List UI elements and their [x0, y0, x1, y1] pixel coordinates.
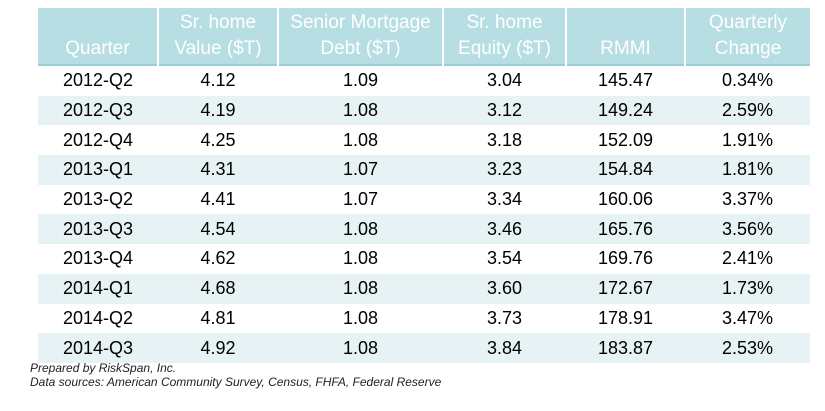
table-cell: 4.54 — [158, 214, 278, 245]
table-cell: 3.56% — [685, 214, 810, 245]
table-cell: 2013-Q2 — [62, 189, 134, 210]
table-row: 2012-Q4 4.25 1.08 3.18 152.09 1.91% — [38, 125, 810, 155]
footnote: Prepared by RiskSpan, Inc. — [30, 361, 177, 375]
table-cell: 3.12 — [443, 95, 566, 126]
table-cell: 2014-Q1 — [38, 273, 158, 304]
table-cell: 2.59% — [685, 95, 810, 126]
table-cell: 4.31 — [158, 155, 278, 185]
table-cell: 1.08 — [278, 214, 443, 245]
footnotes: Prepared by RiskSpan, Inc. Data sources: … — [30, 361, 441, 389]
table-row: 2013-Q3 4.54 1.08 3.46 165.76 3.56% — [38, 214, 810, 245]
table-row: 2014-Q2 4.81 1.08 3.73 178.91 3.47% — [38, 304, 810, 334]
table-cell: 1.07 — [278, 155, 443, 185]
table-cell: 0.34% — [685, 64, 810, 96]
table-cell: 4.68 — [158, 273, 278, 304]
table-cell: 2.53% — [685, 333, 810, 363]
table-cell: 2013-Q3 — [38, 214, 158, 245]
table-cell: 1.08 — [278, 273, 443, 304]
table-cell: 145.47 — [566, 64, 685, 96]
table-cell: 2012-Q2 — [38, 64, 158, 96]
table-cell: 2013-Q1 — [38, 155, 158, 185]
table-cell: 1.08 — [278, 95, 443, 126]
table-cell: 1.91% — [721, 129, 774, 150]
header-cell: Senior Mortgage Debt ($T) — [277, 8, 443, 65]
table-cell: 2013-Q4 — [62, 248, 134, 269]
table-row: 2013-Q4 4.62 1.08 3.54 169.76 2.41% — [38, 244, 810, 274]
table-cell: 1.09 — [278, 64, 443, 96]
table-cell: 4.19 — [158, 95, 278, 126]
table-cell: 1.81% — [685, 155, 810, 185]
table-cell: 3.37% — [721, 189, 774, 210]
table-cell: 3.60 — [443, 273, 566, 304]
table-cell: 2014-Q2 — [62, 307, 134, 328]
table-cell: 3.04 — [443, 64, 566, 96]
table-cell: 4.62 — [200, 248, 236, 269]
table-cell: 2.41% — [721, 248, 774, 269]
table-cell: 3.18 — [486, 129, 523, 150]
table-cell: 4.12 — [158, 64, 278, 96]
table-cell: 3.47% — [721, 307, 774, 328]
header-cell: Sr. home Equity ($T) — [442, 8, 566, 65]
header-cell: RMMI — [565, 8, 685, 65]
table-row: 2013-Q1 4.31 1.07 3.23 154.84 1.81% — [38, 155, 810, 185]
table-cell: 2012-Q3 — [38, 95, 158, 126]
table-cell: 3.23 — [443, 155, 566, 185]
table-cell: 4.41 — [200, 189, 236, 210]
table-cell: 3.46 — [443, 214, 566, 245]
table-cell: 1.73% — [685, 273, 810, 304]
table-cell: 4.25 — [200, 129, 236, 150]
table-cell: 152.09 — [597, 129, 654, 150]
header-row: Quarter Sr. home Value ($T) Senior Mortgag… — [38, 8, 810, 65]
table-cell: 149.24 — [566, 95, 685, 126]
table-cell: 2014-Q3 — [38, 333, 158, 363]
footnote: Data sources: American Community Survey,… — [30, 375, 442, 389]
table-cell: 160.06 — [597, 189, 654, 210]
table-cell: 3.54 — [486, 248, 523, 269]
table-cell: 3.34 — [486, 189, 523, 210]
table-row: 2014-Q1 4.68 1.08 3.60 172.67 1.73% — [38, 273, 810, 304]
header-cell: Quarterly Change — [684, 8, 810, 65]
table-cell: 178.91 — [597, 307, 654, 328]
table-row: 2012-Q3 4.19 1.08 3.12 149.24 2.59% — [38, 95, 810, 126]
table-cell: 183.87 — [566, 333, 685, 363]
table-cell: 1.08 — [342, 307, 379, 328]
table-cell: 154.84 — [566, 155, 685, 185]
table-cell: 4.92 — [158, 333, 278, 363]
table-cell: 1.08 — [342, 248, 379, 269]
table-cell: 3.84 — [443, 333, 566, 363]
table-cell: 1.07 — [342, 189, 379, 210]
table-cell: 2012-Q4 — [62, 129, 134, 150]
header-cell: Quarter — [38, 8, 158, 65]
table-row: 2012-Q2 4.12 1.09 3.04 145.47 0.34% — [38, 64, 810, 96]
table-cell: 1.08 — [342, 129, 379, 150]
table-cell: 169.76 — [597, 248, 654, 269]
table-cell: 4.81 — [200, 307, 236, 328]
data-table: Quarter Sr. home Value ($T) Senior Mortgag… — [38, 8, 810, 363]
table-cell: 172.67 — [566, 273, 685, 304]
table-cell: 3.73 — [486, 307, 523, 328]
table-row: 2013-Q2 4.41 1.07 3.34 160.06 3.37% — [38, 185, 810, 215]
table-row: 2014-Q3 4.92 1.08 3.84 183.87 2.53% — [38, 333, 810, 363]
table-cell: 1.08 — [278, 333, 443, 363]
header-cell: Sr. home Value ($T) — [157, 8, 278, 65]
table-body: 2012-Q2 4.12 1.09 3.04 145.47 0.34% 2012-Q3 4.1… — [38, 64, 810, 363]
table-cell: 165.76 — [566, 214, 685, 245]
